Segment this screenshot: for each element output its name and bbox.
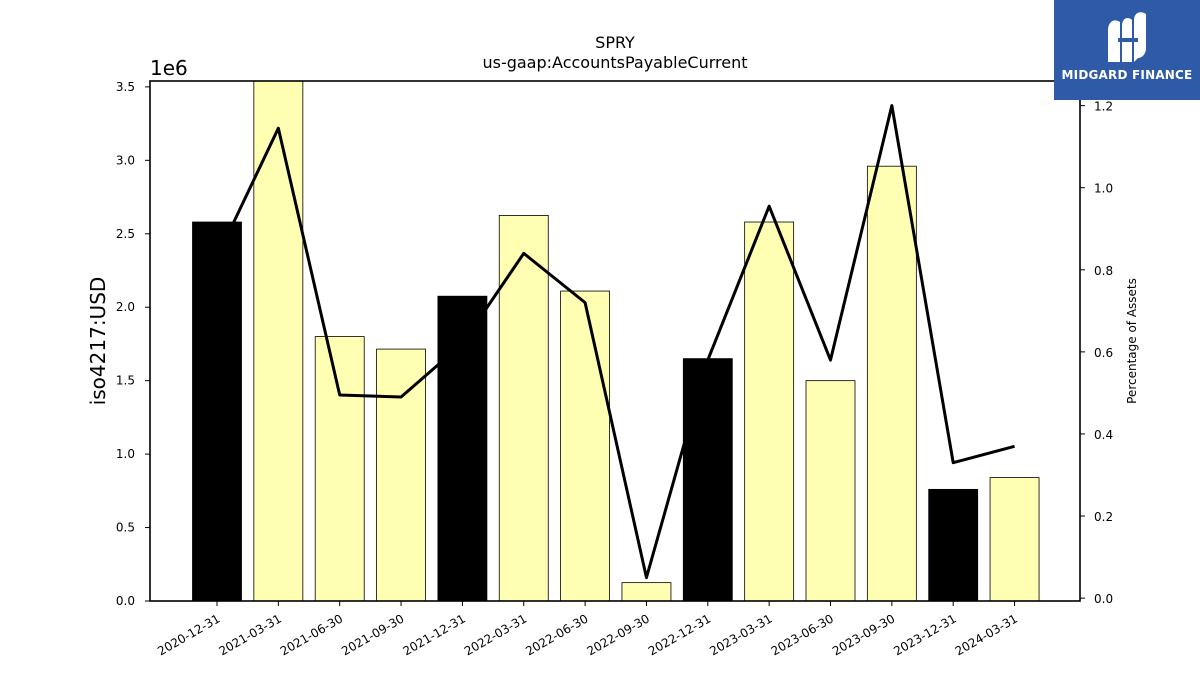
- midgard-logo-icon: [1108, 12, 1146, 63]
- x-tick-label: 2021-03-31: [216, 611, 283, 658]
- bar-2021-09-30: [376, 348, 426, 602]
- bar-2023-12-31: [928, 488, 979, 602]
- y-tick-label: 0.0: [116, 594, 135, 608]
- chart-title: SPRY: [595, 33, 635, 52]
- bar-2020-12-31: [192, 221, 242, 602]
- chart-subtitle: us-gaap:AccountsPayableCurrent: [482, 53, 747, 72]
- y-tick-label: 1.0: [116, 447, 135, 461]
- y2-axis-label: Percentage of Assets: [1125, 278, 1139, 404]
- x-tick-label: 2023-06-30: [769, 611, 836, 658]
- bar-2021-06-30: [314, 336, 365, 602]
- x-tick-label: 2023-03-31: [707, 611, 774, 658]
- bar-2022-03-31: [498, 215, 549, 602]
- bars-layer: [192, 80, 1040, 602]
- x-tick-label: 2023-09-30: [830, 611, 897, 658]
- x-tick-label: 2024-03-31: [953, 611, 1020, 658]
- y-tick-label: 0.5: [116, 521, 135, 535]
- y2-tick-label: 0.8: [1094, 264, 1113, 278]
- y-axis-label: iso4217:USD: [86, 277, 110, 406]
- x-tick-label: 2022-03-31: [462, 611, 529, 658]
- x-tick-label: 2023-12-31: [891, 611, 958, 658]
- y-tick-label: 1.5: [116, 374, 135, 388]
- y2-tick-label: 0.0: [1094, 592, 1113, 606]
- bar-2021-12-31: [437, 295, 488, 602]
- x-tick-label: 2022-06-30: [523, 611, 590, 658]
- bar-2022-06-30: [560, 290, 610, 602]
- x-tick-label: 2021-09-30: [339, 611, 406, 658]
- y-tick-label: 2.0: [116, 300, 135, 314]
- x-tick-label: 2021-12-31: [400, 611, 467, 658]
- percentage-line: [215, 104, 1015, 580]
- x-tick-label: 2022-09-30: [585, 611, 652, 658]
- y-tick-label: 3.5: [116, 80, 135, 94]
- bar-2023-09-30: [866, 165, 917, 602]
- bar-2023-06-30: [805, 380, 856, 602]
- y2-tick-label: 0.2: [1094, 510, 1113, 524]
- logo-text: MIDGARD FINANCE: [1061, 68, 1193, 82]
- plot-frame: [149, 80, 1081, 602]
- brand-logo: MIDGARD FINANCE: [1054, 0, 1200, 100]
- bar-2021-03-31: [253, 80, 304, 602]
- line-layer: [215, 104, 1015, 580]
- y2-tick-label: 0.6: [1094, 346, 1113, 360]
- bar-2023-03-31: [744, 221, 795, 602]
- y2-tick-label: 1.2: [1094, 100, 1113, 114]
- y2-tick-label: 0.4: [1094, 428, 1113, 442]
- bar-2024-03-31: [989, 477, 1040, 602]
- y-tick-label: 3.0: [116, 153, 135, 167]
- y2-tick-label: 1.0: [1094, 182, 1113, 196]
- x-tick-label: 2020-12-31: [155, 611, 222, 658]
- x-tick-label: 2021-06-30: [278, 611, 345, 658]
- x-tick-label: 2022-12-31: [646, 611, 713, 658]
- bar-2022-09-30: [621, 582, 672, 602]
- y-tick-label: 2.5: [116, 227, 135, 241]
- bar-2022-12-31: [682, 358, 733, 602]
- y-axis-offset-label: 1e6: [150, 56, 188, 80]
